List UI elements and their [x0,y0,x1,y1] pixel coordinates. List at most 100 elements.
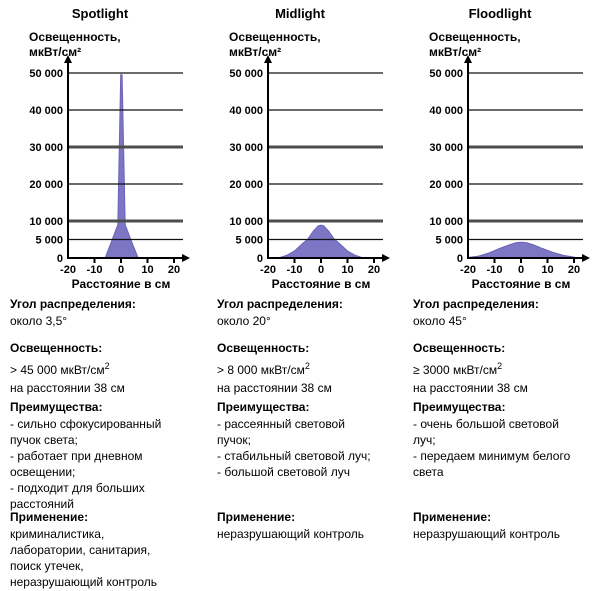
application-section: Применение: криминалистика, лаборатории, … [10,509,206,590]
y-axis-arrow-icon [264,55,272,63]
advantages-section: Преимущества: - рассеянный световой пучок… [217,399,413,480]
distribution-area [104,74,139,259]
application-lines: неразрушающий контроль [217,526,413,542]
illuminance-section: Освещенность: > 8 000 мкВт/см2 на рассто… [217,340,413,396]
application-label: Применение: [413,510,492,524]
text-line: луч; [413,433,436,447]
illuminance-section: Освещенность: > 45 000 мкВт/см2 на расст… [10,340,206,396]
y-axis-arrow-icon [464,55,472,63]
advantages-lines: - очень большой световой луч; - передаем м… [413,416,600,480]
distribution-area [278,224,364,259]
text-line: - рассеянный световой [217,417,345,431]
angle-label: Угол распределения: [10,297,136,311]
advantages-section: Преимущества: - сильно сфокусированный пу… [10,399,206,512]
y-axis-label-line1: Освещенность, [229,30,321,44]
x-tick-label: 20 [368,264,380,276]
text-line: расстояний [10,497,74,511]
illuminance-value: ≥ 3000 мкВт/см2 [413,361,503,377]
angle-label: Угол распределения: [413,297,539,311]
x-tick-label: 20 [568,264,580,276]
superscript: 2 [104,361,110,371]
text-line: пучок света; [10,433,78,447]
application-label: Применение: [10,510,89,524]
y-tick-label: 0 [257,253,263,265]
y-tick-label: 40 000 [29,105,63,117]
text-line: неразрушающий контроль [217,527,364,541]
x-tick-label: -10 [487,264,503,276]
text-line: - передаем минимум белого [413,449,571,463]
angle-section: Угол распределения: около 3,5° [10,296,206,329]
text-line: света [413,465,444,479]
text-line: - сильно сфокусированный [10,417,162,431]
application-section: Применение: неразрушающий контроль [413,509,600,542]
x-tick-label: 0 [318,264,324,276]
y-tick-label: 20 000 [229,179,263,191]
x-axis-label: Расстояние в см [472,277,571,291]
illuminance-label: Освещенность: [10,341,103,355]
angle-value: около 45° [413,314,467,328]
y-tick-label: 30 000 [29,142,63,154]
x-axis-arrow-icon [582,254,590,262]
x-tick-label: 20 [168,264,180,276]
y-axis-label-line1: Освещенность, [429,30,521,44]
superscript: 2 [304,361,310,371]
angle-value: около 3,5° [10,314,68,328]
advantages-label: Преимущества: [10,400,103,414]
illuminance-label: Освещенность: [413,341,506,355]
text-line: неразрушающий контроль [413,527,560,541]
x-tick-label: 10 [141,264,153,276]
y-tick-label: 10 000 [229,216,263,228]
y-tick-label: 30 000 [229,142,263,154]
text-line: неразрушающий контроль [10,575,157,589]
illuminance-value: > 8 000 мкВт/см2 [217,361,310,377]
x-axis-arrow-icon [182,254,190,262]
y-tick-label: 40 000 [229,105,263,117]
x-axis-arrow-icon [382,254,390,262]
text-line: - очень большой световой [413,417,559,431]
application-label: Применение: [217,510,296,524]
text-line: пучок; [217,433,252,447]
y-tick-label: 30 000 [429,142,463,154]
y-tick-label: 40 000 [429,105,463,117]
y-tick-label: 0 [457,253,463,265]
application-lines: неразрушающий контроль [413,526,600,542]
y-axis-arrow-icon [64,55,72,63]
text-line: - работает при дневном [10,449,143,463]
x-tick-label: 10 [341,264,353,276]
distribution-area [467,241,575,259]
illuminance-note: на расстоянии 38 см [217,381,332,395]
advantages-label: Преимущества: [413,400,506,414]
advantages-label: Преимущества: [217,400,310,414]
y-tick-label: 10 000 [29,216,63,228]
x-tick-label: 0 [518,264,524,276]
chart-title-midlight: Midlight [275,6,325,21]
y-tick-label: 50 000 [429,68,463,80]
advantages-lines: - сильно сфокусированный пучок света; - ра… [10,416,206,512]
application-section: Применение: неразрушающий контроль [217,509,413,542]
superscript: 2 [497,361,503,371]
y-tick-label: 10 000 [429,216,463,228]
y-tick-label: 20 000 [429,179,463,191]
x-axis-label: Расстояние в см [272,277,371,291]
x-tick-label: -10 [87,264,103,276]
midlight-distribution-chart: 0 5 000 10 000 20 000 30 000 40 000 50 000 -20-… [229,55,390,291]
advantages-lines: - рассеянный световой пучок; - стабильный … [217,416,413,480]
x-tick-label: -20 [260,264,276,276]
y-tick-label: 5 000 [435,235,463,247]
x-tick-label: -10 [287,264,303,276]
illuminance-value: > 45 000 мкВт/см2 [10,361,110,377]
advantages-section: Преимущества: - очень большой световой лу… [413,399,600,480]
y-tick-label: 5 000 [35,235,63,247]
x-tick-label: -20 [60,264,76,276]
floodlight-distribution-chart: 0 5 000 10 000 20 000 30 000 40 000 50 000 -20-… [429,55,590,291]
angle-value: около 20° [217,314,271,328]
text-line: лаборатории, санитария, [10,543,151,557]
chart-title-floodlight: Floodlight [468,6,532,21]
angle-section: Угол распределения: около 45° [413,296,600,329]
illuminance-label: Освещенность: [217,341,310,355]
text-line: криминалистика, [10,527,105,541]
chart-title-spotlight: Spotlight [71,6,129,21]
